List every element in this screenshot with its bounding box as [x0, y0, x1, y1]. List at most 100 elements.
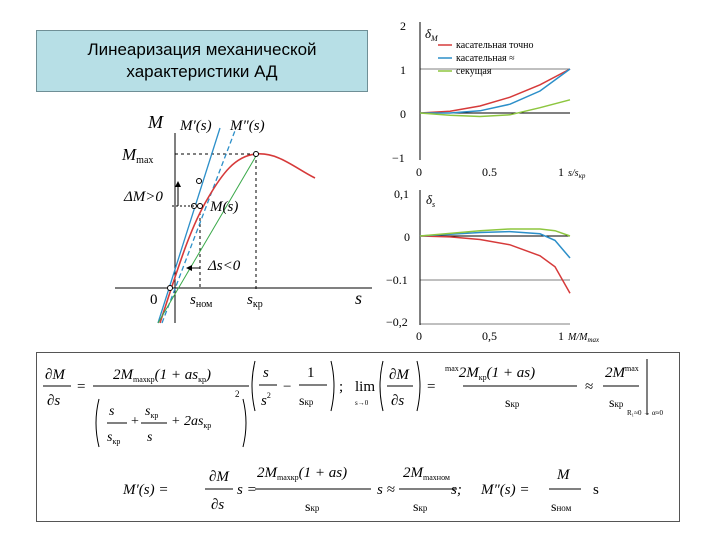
chart2-xtick-1: 1 — [558, 329, 564, 343]
f1-den-plus: + — [131, 414, 139, 429]
chart-delta-s: 0,1 0 −0.1 −0,2 0 0,5 1 δs M/Mmax — [386, 187, 600, 344]
f1-paren-exp: 2 — [235, 389, 240, 399]
legend-item-1: касательная точно — [456, 40, 534, 51]
f1-r2-num: 2Mmax — [605, 364, 639, 381]
label-mprime: M′(s) — [179, 118, 212, 134]
label-mmax: Mmax — [121, 145, 153, 166]
chart-series-line — [419, 230, 571, 259]
f2-m3: M — [556, 467, 571, 483]
f1-dm: ∂M — [45, 367, 66, 383]
f2-num: 2Mmaxкр(1 + as) — [257, 465, 347, 482]
chart1-ytick-0: 0 — [400, 107, 406, 121]
characteristic-curve — [159, 153, 316, 324]
f1-lim-dm: ∂M — [389, 367, 410, 383]
f1-minus: − — [283, 379, 291, 395]
f2-ds: ∂s — [211, 497, 224, 513]
formula-row-1: ∂M ∂s = 2Mmaxкр(1 + asкр) s + sкр + 2asк… — [43, 359, 663, 448]
f1-s-over: s — [263, 365, 269, 381]
title-line-2: характеристики АД — [126, 62, 278, 81]
f2-dm: ∂M — [209, 469, 230, 485]
chart-series-line — [419, 235, 571, 294]
f2-den3: sном — [551, 500, 572, 515]
chart1-xtick-05: 0.5 — [482, 165, 497, 179]
chart-series-line — [420, 68, 571, 114]
formula-box: ∂M ∂s = 2Mmaxкр(1 + asкр) s + sкр + 2asк… — [36, 352, 680, 522]
legend-item-3: секущая — [456, 66, 492, 77]
chart-series-line — [419, 68, 571, 114]
f2-s3: s; — [451, 482, 462, 498]
legend-item-2: касательная ≈ — [456, 53, 515, 64]
tangent-mdprime-line — [161, 127, 237, 324]
f2-m2: 2Mmaxном — [403, 465, 450, 482]
label-ms: M(s) — [209, 199, 238, 215]
label-skr: sкр — [247, 292, 263, 310]
f2-s2: s ≈ — [377, 482, 395, 498]
slide-title: Линеаризация механической характеристики… — [36, 30, 368, 92]
f2-s4: s — [593, 482, 599, 498]
title-line-1: Линеаризация механической — [87, 40, 317, 59]
chart1-ytick-1: 1 — [400, 63, 406, 77]
chart-series-line — [419, 99, 571, 118]
chart2-xtick-0: 0 — [416, 329, 422, 343]
f1-r-den: sкр — [505, 396, 520, 411]
f1-semicolon: ; — [339, 379, 343, 395]
chart1-legend: касательная точно касательная ≈ секущая — [438, 40, 534, 77]
f1-den-2as: + 2asкр — [171, 414, 211, 430]
f1-approx: ≈ — [585, 379, 593, 395]
label-dm: ΔM>0 — [123, 189, 163, 205]
formula-row-2: M′(s) = ∂M ∂s s = 2Mmaxкр(1 + as) sкр s … — [122, 465, 599, 515]
chart2-ylabel: δs — [426, 192, 435, 209]
f1-s2: s2 — [261, 391, 271, 409]
f1-num: 2Mmaxкр(1 + asкр) — [113, 367, 211, 384]
chart2-xtick-05: 0,5 — [482, 329, 497, 343]
f1-den-skr: sкр — [145, 404, 158, 420]
f1-lim-ds: ∂s — [391, 393, 404, 409]
main-x-label: s — [355, 288, 362, 308]
f2-mprime: M′(s) = — [122, 482, 168, 498]
chart-delta-m: 2 1 0 −1 0 0.5 1 δM s/sкр касательная то… — [392, 19, 586, 180]
f1-lim: lim — [355, 379, 375, 395]
f1-r-eq: = — [427, 379, 435, 395]
f1-r2-den: sкр — [609, 396, 624, 411]
f1-ds: ∂s — [47, 393, 60, 409]
point-mmax — [253, 151, 259, 157]
label-mdprime: M″(s) — [229, 118, 265, 134]
chart1-xtick-0: 0 — [416, 165, 422, 179]
f1-one: 1 — [307, 365, 315, 381]
f1-eq: = — [77, 379, 85, 395]
f2-mdprime: M″(s) = — [480, 482, 529, 498]
tangent-mprime-line — [157, 127, 221, 324]
f2-den: sкр — [305, 500, 320, 515]
chart2-ytick-m02: −0,2 — [386, 315, 408, 329]
f1-cond: R₁≈0 → α≈0 — [627, 409, 663, 417]
label-snom: sном — [190, 292, 213, 310]
f1-skr: sкр — [299, 394, 314, 409]
point-origin — [167, 285, 173, 291]
chart2-series — [419, 228, 571, 294]
f1-den-skr2: sкр — [107, 430, 120, 446]
point-ms — [197, 203, 203, 209]
chart-series-line — [419, 228, 571, 237]
secant-line — [157, 155, 257, 324]
label-ds: Δs<0 — [207, 258, 241, 274]
chart1-ytick-2: 2 — [400, 19, 406, 33]
f1-den-s2: s — [147, 430, 153, 445]
chart2-ytick-0: 0 — [404, 230, 410, 244]
formulas-svg: ∂M ∂s = 2Mmaxкр(1 + asкр) s + sкр + 2asк… — [43, 359, 663, 515]
main-characteristic-graph: M M′(s) M″(s) Mmax ΔM>0 M(s) Δs<0 0 sном… — [115, 112, 372, 324]
chart1-ytick-m1: −1 — [392, 151, 405, 165]
f2-den2: sкр — [413, 500, 428, 515]
label-zero: 0 — [150, 292, 158, 308]
chart2-ytick-01: 0,1 — [394, 187, 409, 201]
main-y-label: M — [147, 112, 164, 132]
chart2-xlabel: M/Mmax — [567, 332, 600, 344]
chart1-xlabel: s/sкр — [568, 168, 586, 180]
chart1-ylabel: δM — [425, 26, 439, 43]
point-mprime — [196, 178, 202, 184]
f1-lim-sub: s→0 — [355, 399, 369, 407]
chart1-series — [419, 68, 571, 118]
chart1-xtick-1: 1 — [558, 165, 564, 179]
f2-s1: s = — [237, 482, 257, 498]
f1-r-num: max2Mкр(1 + as) — [445, 364, 535, 382]
f1-den-s: s — [109, 404, 115, 419]
